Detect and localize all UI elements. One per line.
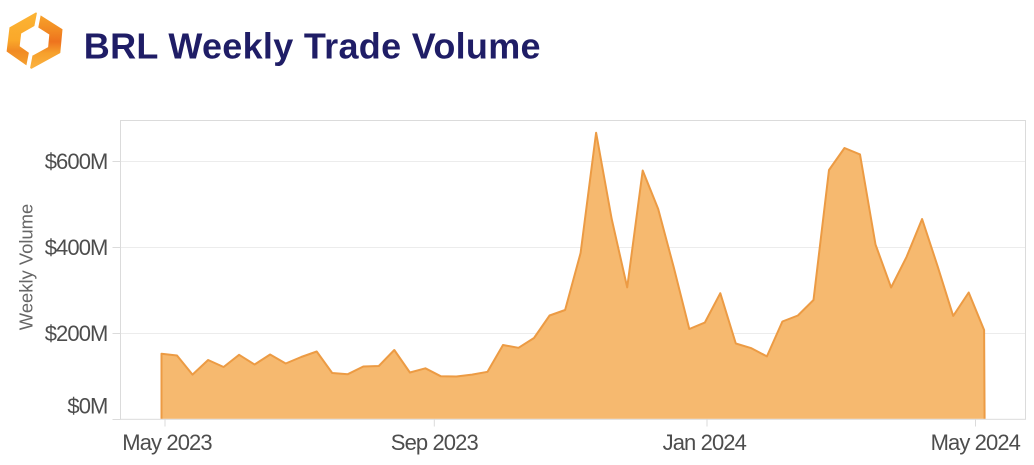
svg-text:$0M: $0M [67, 394, 107, 419]
svg-text:Jan 2024: Jan 2024 [663, 430, 747, 455]
svg-text:$400M: $400M [45, 235, 108, 260]
svg-text:$600M: $600M [45, 149, 108, 174]
svg-text:May 2023: May 2023 [122, 430, 212, 455]
svg-text:May 2024: May 2024 [931, 430, 1021, 455]
svg-text:$200M: $200M [45, 321, 108, 346]
svg-text:Sep 2023: Sep 2023 [391, 430, 479, 455]
svg-text:BRL Weekly Trade Volume: BRL Weekly Trade Volume [84, 26, 541, 67]
svg-text:Weekly Volume: Weekly Volume [16, 204, 37, 330]
